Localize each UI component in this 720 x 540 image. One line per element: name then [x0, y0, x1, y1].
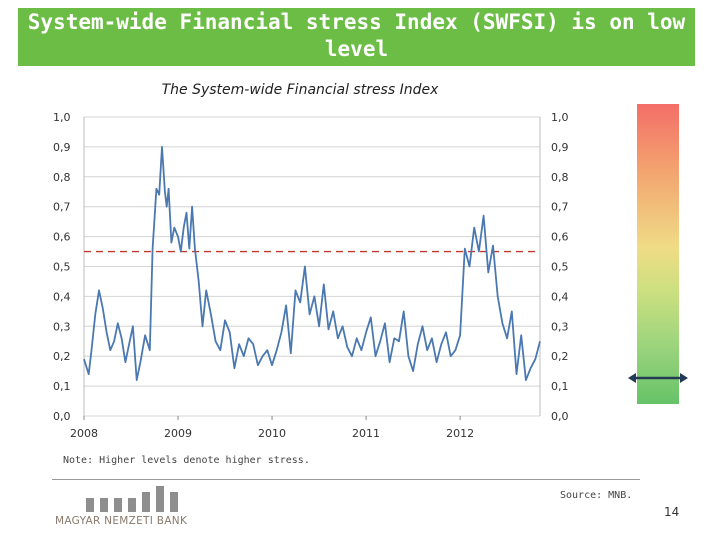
x-tick-label: 2010 — [258, 427, 286, 440]
y-tick-label-right: 0,6 — [551, 231, 569, 244]
y-tick-label-right: 0,4 — [551, 290, 569, 303]
series-line-swfsi — [83, 146, 541, 381]
y-tick-label-right: 1,0 — [551, 111, 569, 124]
y-tick-label-right: 0,1 — [551, 380, 569, 393]
y-tick-label-left: 0,1 — [53, 380, 71, 393]
y-tick-label-left: 0,2 — [53, 350, 71, 363]
y-tick-label-left: 0,6 — [53, 231, 71, 244]
y-tick-label-left: 0,4 — [53, 290, 71, 303]
y-tick-label-left: 0,0 — [53, 410, 71, 423]
x-tick-label: 2011 — [352, 427, 380, 440]
y-tick-label-left: 0,5 — [53, 261, 71, 274]
y-tick-label-right: 0,0 — [551, 410, 569, 423]
y-tick-label-left: 0,9 — [53, 141, 71, 154]
stress-color-scale — [637, 104, 679, 404]
y-tick-label-left: 1,0 — [53, 111, 71, 124]
bank-logo: MAGYAR NEMZETI BANK — [55, 482, 205, 532]
chart-title: The System-wide Financial stress Index — [161, 82, 439, 98]
x-tick-label: 2012 — [446, 427, 474, 440]
chart-note: Note: Higher levels denote higher stress… — [63, 455, 310, 466]
source-label: Source: MNB. — [560, 490, 633, 501]
y-tick-label-right: 0,7 — [551, 201, 569, 214]
page-number: 14 — [664, 505, 680, 519]
logo-text: MAGYAR NEMZETI BANK — [55, 515, 188, 527]
y-tick-label-left: 0,7 — [53, 201, 71, 214]
slide-title: System-wide Financial stress Index (SWFS… — [27, 10, 686, 61]
double-arrow-icon — [628, 373, 688, 383]
y-tick-label-right: 0,5 — [551, 261, 569, 274]
y-tick-label-right: 0,2 — [551, 350, 569, 363]
y-tick-label-right: 0,8 — [551, 171, 569, 184]
x-tick-label: 2009 — [164, 427, 192, 440]
y-tick-label-left: 0,3 — [53, 320, 71, 333]
y-tick-label-right: 0,3 — [551, 320, 569, 333]
y-tick-label-right: 0,9 — [551, 141, 569, 154]
x-tick-label: 2008 — [70, 427, 98, 440]
header-bar: System-wide Financial stress Index (SWFS… — [18, 8, 695, 66]
footer-divider — [52, 479, 640, 480]
y-tick-label-left: 0,8 — [53, 171, 71, 184]
